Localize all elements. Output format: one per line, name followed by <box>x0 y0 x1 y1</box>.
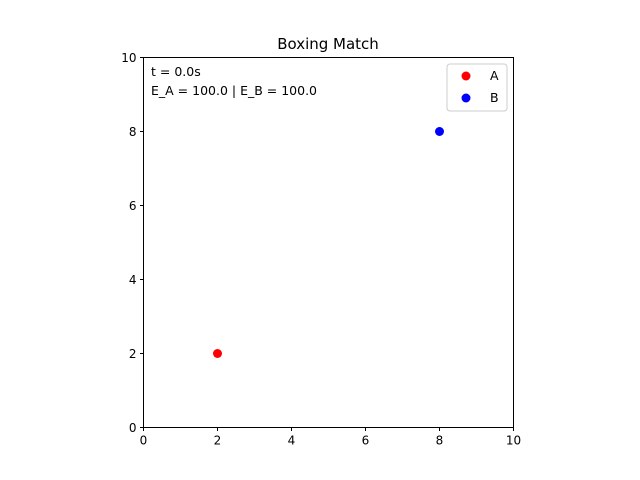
data-point-b <box>435 127 444 136</box>
x-tick-label: 2 <box>214 434 222 448</box>
data-point-a <box>213 349 222 358</box>
legend-marker-a <box>461 71 471 81</box>
y-tick-label: 2 <box>129 347 137 361</box>
x-tick-label: 8 <box>436 434 444 448</box>
legend-label-a: A <box>490 68 499 83</box>
plot-area-frame <box>143 57 514 428</box>
x-tick-label: 0 <box>140 434 148 448</box>
data-points <box>213 127 444 358</box>
x-tick-label: 4 <box>288 434 296 448</box>
axis-ticks: 0 2 4 6 8 10 0 2 4 6 8 10 <box>121 51 521 448</box>
chart-title: Boxing Match <box>277 35 379 53</box>
energy-annotation: E_A = 100.0 | E_B = 100.0 <box>151 83 317 98</box>
y-tick-label: 8 <box>129 125 137 139</box>
y-tick-label: 10 <box>121 51 136 65</box>
time-annotation: t = 0.0s <box>151 64 201 79</box>
legend-marker-b <box>461 93 471 103</box>
y-tick-label: 6 <box>129 199 137 213</box>
x-tick-label: 6 <box>362 434 370 448</box>
legend-label-b: B <box>490 90 499 105</box>
y-tick-label: 4 <box>129 273 137 287</box>
y-tick-label: 0 <box>129 421 137 435</box>
legend: A B <box>446 63 508 112</box>
x-tick-label: 10 <box>506 434 521 448</box>
